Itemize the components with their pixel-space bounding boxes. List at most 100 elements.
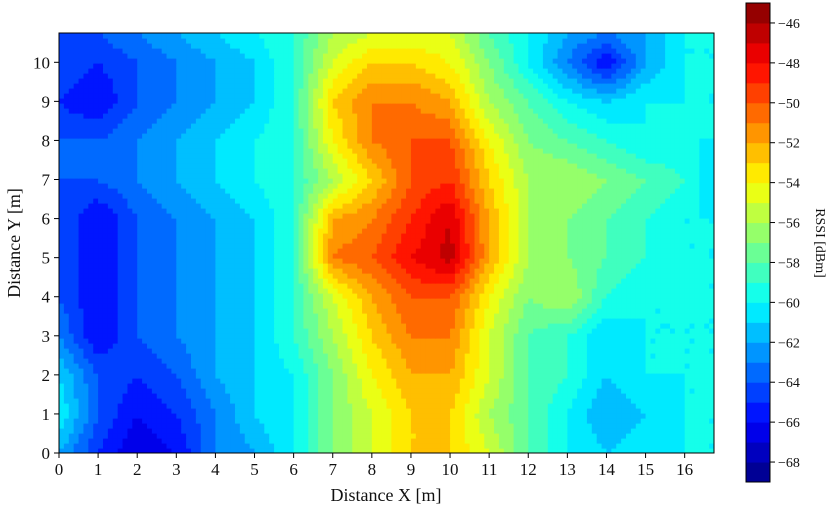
heatmap-cell [322,293,329,299]
heatmap-cell [616,318,622,324]
heatmap-cell [293,323,300,329]
heatmap-cell [562,428,568,434]
heatmap-cell [645,363,652,369]
heatmap-cell [274,393,280,399]
heatmap-cell [239,423,246,429]
heatmap-cell [171,353,177,359]
heatmap-cell [508,363,515,369]
heatmap-cell [396,413,402,419]
heatmap-cell [489,413,495,419]
heatmap-cell [122,338,129,344]
heatmap-cell [689,378,696,384]
heatmap-cell [357,353,363,359]
heatmap-cell [269,368,275,374]
heatmap-cell [391,383,397,389]
heatmap-cell [190,313,197,319]
heatmap-cell [670,423,676,429]
heatmap-cell [626,318,632,324]
heatmap-cell [523,388,529,394]
heatmap-cell [283,318,290,324]
heatmap-cell [376,378,383,384]
heatmap-cell [176,283,182,289]
heatmap-cell [508,398,515,404]
heatmap-cell [234,388,241,394]
heatmap-cell [156,333,163,339]
heatmap-cell [107,278,114,284]
heatmap-cell [190,428,197,434]
heatmap-cell [518,303,524,309]
heatmap-cell [577,323,583,329]
heatmap-cell [142,278,148,284]
heatmap-cell [127,313,133,319]
heatmap-cell [606,338,612,344]
heatmap-cell [78,348,85,354]
heatmap-cell [704,388,710,394]
heatmap-cell [386,338,392,344]
heatmap-cell [274,343,280,349]
heatmap-cell [542,358,549,364]
heatmap-cell [645,288,652,294]
heatmap-cell [298,323,304,329]
heatmap-cell [220,338,226,344]
heatmap-cell [215,418,221,424]
heatmap-cell [513,408,520,414]
heatmap-cell [401,368,407,374]
heatmap-cell [161,263,168,269]
heatmap-cell [650,353,656,359]
heatmap-cell [645,408,652,414]
heatmap-cell [503,298,510,304]
heatmap-cell [464,413,471,419]
heatmap-cell [327,408,334,414]
heatmap-cell [562,368,568,374]
heatmap-cell [230,388,236,394]
heatmap-cell [601,448,608,453]
heatmap-cell [640,443,647,449]
heatmap-cell [308,448,314,453]
heatmap-cell [98,263,104,269]
heatmap-cell [171,328,177,334]
heatmap-cell [547,313,554,319]
heatmap-cell [630,398,637,404]
heatmap-cell [146,338,153,344]
heatmap-cell [259,273,265,279]
heatmap-cell [195,418,202,424]
heatmap-cell [420,268,427,274]
heatmap-cell [215,408,221,414]
heatmap-cell [601,413,608,419]
heatmap-cell [450,283,456,289]
heatmap-cell [371,318,378,324]
heatmap-cell [166,303,173,309]
heatmap-cell [132,388,138,394]
heatmap-cell [322,283,329,289]
heatmap-cell [591,313,598,319]
heatmap-cell [562,443,568,449]
heatmap-cell [430,353,436,359]
heatmap-cell [318,308,324,314]
heatmap-cell [151,298,158,304]
heatmap-cell [533,378,539,384]
heatmap-cell [332,368,339,374]
heatmap-cell [112,293,119,299]
heatmap-cell [386,398,392,404]
heatmap-cell [288,333,295,339]
heatmap-cell [386,358,392,364]
heatmap-cell [450,343,456,349]
heatmap-cell [215,393,221,399]
heatmap-cell [459,353,466,359]
heatmap-cell [176,373,182,379]
heatmap-cell [450,358,456,364]
heatmap-cell [225,298,231,304]
heatmap-cell [200,303,207,309]
heatmap-cell [98,378,104,384]
heatmap-cell [166,278,173,284]
heatmap-cell [606,368,612,374]
heatmap-cell [142,393,148,399]
heatmap-cell [660,413,666,419]
heatmap-cell [117,273,124,279]
heatmap-cell [234,358,241,364]
heatmap-cell [362,268,368,274]
heatmap-cell [523,418,529,424]
heatmap-cell [694,278,700,284]
heatmap-cell [469,448,476,453]
heatmap-cell [591,413,598,419]
